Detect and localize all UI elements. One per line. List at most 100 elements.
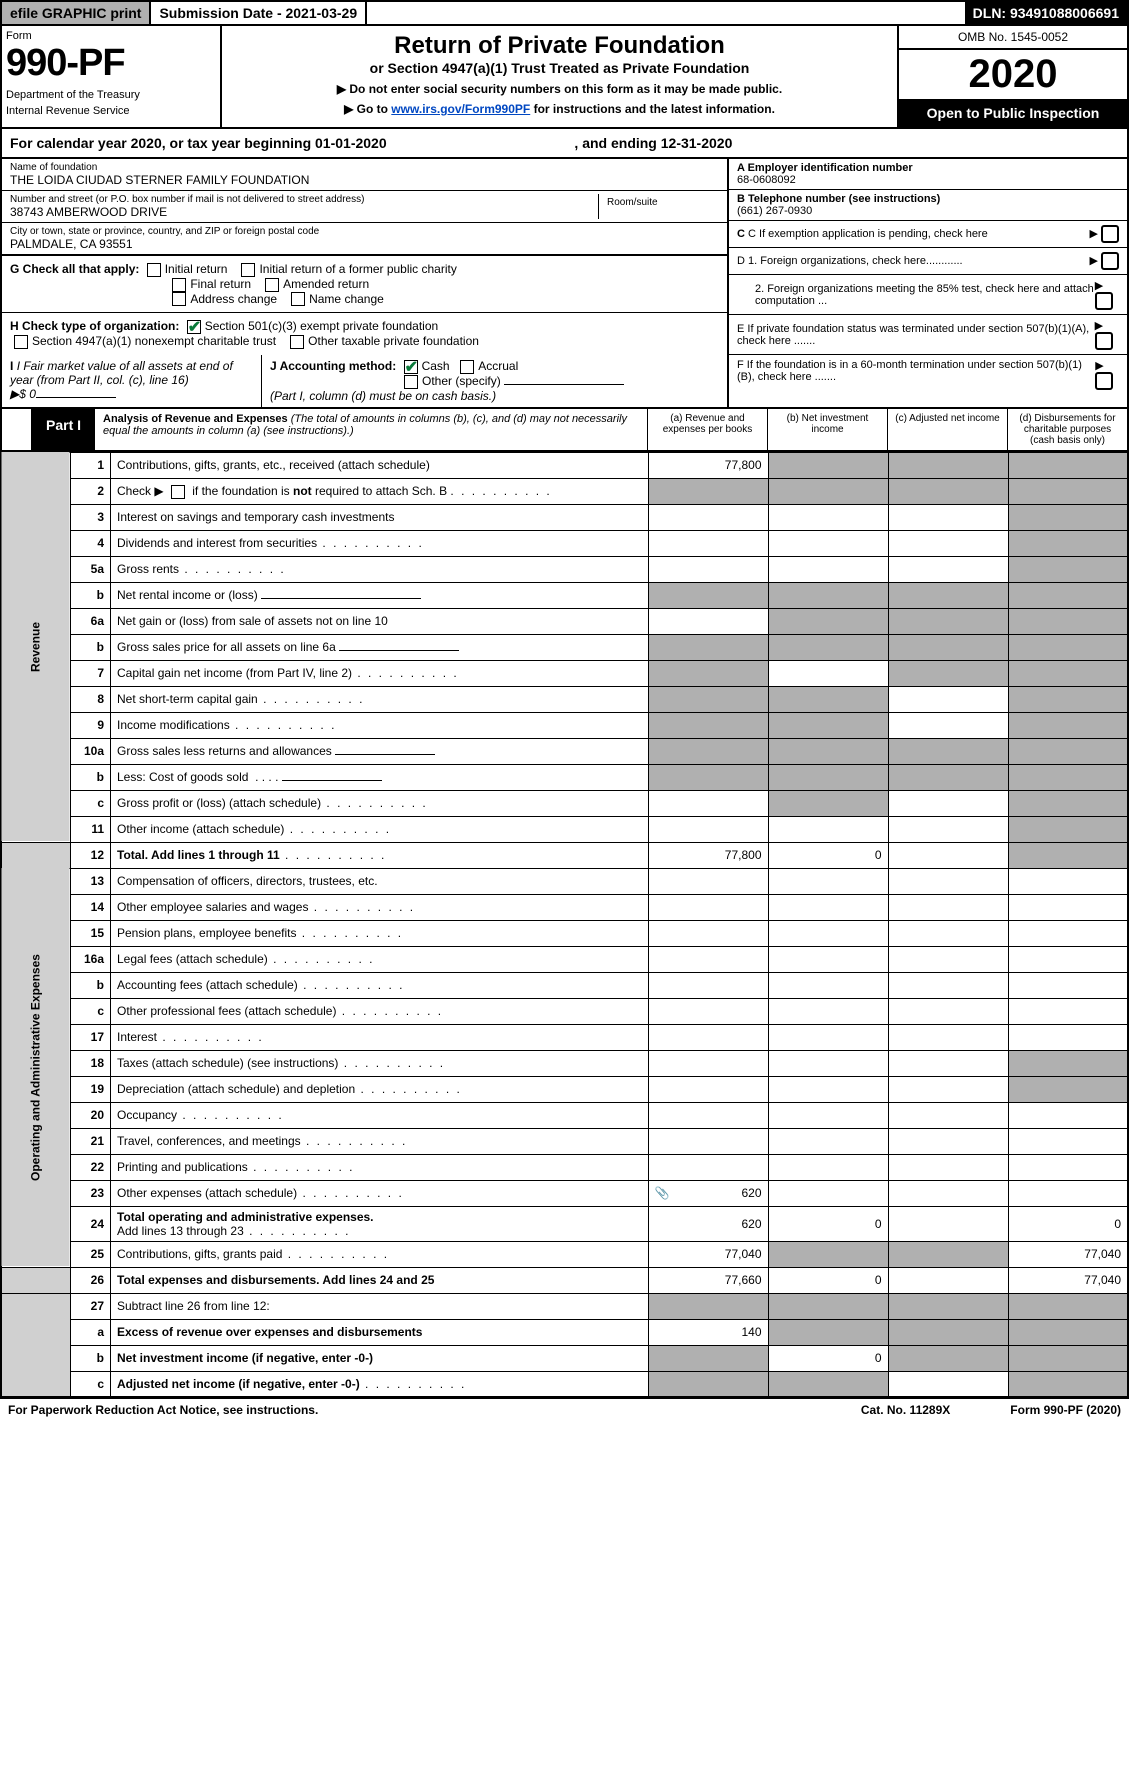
line3: Interest on savings and temporary cash i… — [111, 504, 649, 530]
chk-f[interactable] — [1095, 372, 1113, 390]
line21: Travel, conferences, and meetings — [117, 1134, 301, 1148]
dept-irs: Internal Revenue Service — [6, 105, 216, 117]
form-title: Return of Private Foundation — [228, 32, 891, 60]
line6a: Net gain or (loss) from sale of assets n… — [111, 608, 649, 634]
chk-e[interactable] — [1095, 332, 1113, 350]
chk-c[interactable] — [1101, 225, 1119, 243]
l24b-v: 0 — [768, 1206, 888, 1241]
cat-no: Cat. No. 11289X — [861, 1403, 950, 1417]
g-label: G Check all that apply: — [10, 262, 139, 276]
chk-name-change[interactable] — [291, 292, 305, 306]
l12a: 77,800 — [648, 842, 768, 868]
chk-accrual[interactable] — [460, 360, 474, 374]
i-label: I Fair market value of all assets at end… — [10, 359, 233, 387]
line4: Dividends and interest from securities — [117, 536, 317, 550]
city-label: City or town, state or province, country… — [10, 226, 719, 237]
f-text: F If the foundation is in a 60-month ter… — [737, 359, 1095, 383]
line13: Compensation of officers, directors, tru… — [111, 868, 649, 894]
col-d: (d) Disbursements for charitable purpose… — [1007, 409, 1127, 450]
top-bar: efile GRAPHIC print Submission Date - 20… — [0, 0, 1129, 26]
line7: Capital gain net income (from Part IV, l… — [117, 666, 352, 680]
ein-label: A Employer identification number — [737, 162, 913, 174]
chk-501c3[interactable] — [187, 320, 201, 334]
l26b: 0 — [768, 1267, 888, 1293]
opt-other-method: Other (specify) — [422, 374, 501, 388]
l24a: 620 — [648, 1206, 768, 1241]
cal-begin: For calendar year 2020, or tax year begi… — [10, 135, 387, 151]
paperwork-notice: For Paperwork Reduction Act Notice, see … — [8, 1403, 318, 1417]
chk-schb[interactable] — [171, 485, 185, 499]
tax-year: 2020 — [899, 50, 1127, 99]
line19: Depreciation (attach schedule) and deple… — [117, 1082, 355, 1096]
col-b: (b) Net investment income — [767, 409, 887, 450]
cal-end: , and ending 12-31-2020 — [574, 135, 732, 151]
ein-value: 68-0608092 — [737, 174, 796, 186]
l27bb: 0 — [768, 1345, 888, 1371]
phone-label: B Telephone number (see instructions) — [737, 193, 940, 205]
chk-addr-change[interactable] — [172, 292, 186, 306]
line24: Total operating and administrative expen… — [117, 1210, 374, 1224]
chk-d2[interactable] — [1095, 292, 1113, 310]
g-row: G Check all that apply: Initial return I… — [2, 256, 727, 312]
chk-other-taxable[interactable] — [290, 335, 304, 349]
d2-text: 2. Foreign organizations meeting the 85%… — [737, 283, 1095, 307]
opt-final: Final return — [190, 277, 251, 291]
calendar-year-row: For calendar year 2020, or tax year begi… — [0, 129, 1129, 159]
line27b: Net investment income (if negative, ente… — [117, 1351, 373, 1365]
line16a: Legal fees (attach schedule) — [117, 952, 268, 966]
efile-print-btn[interactable]: efile GRAPHIC print — [2, 2, 151, 24]
line5a: Gross rents — [117, 562, 179, 576]
part1-table: Revenue 1Contributions, gifts, grants, e… — [0, 452, 1129, 1399]
chk-initial[interactable] — [147, 263, 161, 277]
part1-title: Analysis of Revenue and Expenses — [103, 413, 288, 425]
opt-initial: Initial return — [165, 262, 228, 276]
line10b: Less: Cost of goods sold — [117, 770, 248, 784]
l26a: 77,660 — [648, 1267, 768, 1293]
note-post: for instructions and the latest informat… — [530, 102, 775, 116]
l25a: 77,040 — [648, 1241, 768, 1267]
line16b: Accounting fees (attach schedule) — [117, 978, 298, 992]
l25d: 77,040 — [1008, 1241, 1128, 1267]
opt-501c3: Section 501(c)(3) exempt private foundat… — [205, 319, 438, 333]
form-header: Form 990-PF Department of the Treasury I… — [0, 26, 1129, 129]
opt-cash: Cash — [422, 359, 450, 373]
name-label: Name of foundation — [10, 162, 719, 173]
chk-other-method[interactable] — [404, 375, 418, 389]
line22: Printing and publications — [117, 1160, 248, 1174]
chk-cash[interactable] — [404, 360, 418, 374]
l27aa: 140 — [648, 1319, 768, 1345]
opt-initial-former: Initial return of a former public charit… — [259, 262, 456, 276]
line6b: Gross sales price for all assets on line… — [117, 640, 336, 654]
line18: Taxes (attach schedule) (see instruction… — [117, 1056, 338, 1070]
chk-initial-former[interactable] — [241, 263, 255, 277]
line9: Income modifications — [117, 718, 230, 732]
chk-amended[interactable] — [265, 278, 279, 292]
d1-text: D 1. Foreign organizations, check here..… — [737, 255, 963, 267]
attach-icon[interactable]: 📎 — [655, 1186, 670, 1200]
h-row: H Check type of organization: Section 50… — [2, 312, 727, 355]
line25: Contributions, gifts, grants paid — [117, 1247, 282, 1261]
note-link: ▶ Go to www.irs.gov/Form990PF for instru… — [228, 102, 891, 116]
opt-addr: Address change — [190, 292, 277, 306]
revenue-label: Revenue — [1, 452, 71, 842]
line16c: Other professional fees (attach schedule… — [117, 1004, 336, 1018]
expenses-label: Operating and Administrative Expenses — [1, 868, 71, 1267]
irs-link[interactable]: www.irs.gov/Form990PF — [391, 102, 530, 116]
note-ssn: ▶ Do not enter social security numbers o… — [228, 82, 891, 96]
open-to-public: Open to Public Inspection — [899, 99, 1127, 127]
line2: Check ▶ if the foundation is not require… — [111, 478, 649, 504]
omb-number: OMB No. 1545-0052 — [899, 26, 1127, 50]
chk-final[interactable] — [172, 278, 186, 292]
i-value: ▶$ 0 — [10, 387, 36, 401]
line1: Contributions, gifts, grants, etc., rece… — [111, 452, 649, 478]
line24b: Add lines 13 through 23 — [117, 1224, 244, 1238]
line11: Other income (attach schedule) — [117, 822, 284, 836]
l23a: 620 — [741, 1186, 761, 1200]
chk-4947[interactable] — [14, 335, 28, 349]
line20: Occupancy — [117, 1108, 177, 1122]
col-a: (a) Revenue and expenses per books — [647, 409, 767, 450]
opt-name: Name change — [309, 292, 384, 306]
form-ref: Form 990-PF (2020) — [1010, 1403, 1121, 1417]
info-block: Name of foundation THE LOIDA CIUDAD STER… — [0, 159, 1129, 355]
chk-d1[interactable] — [1101, 252, 1119, 270]
